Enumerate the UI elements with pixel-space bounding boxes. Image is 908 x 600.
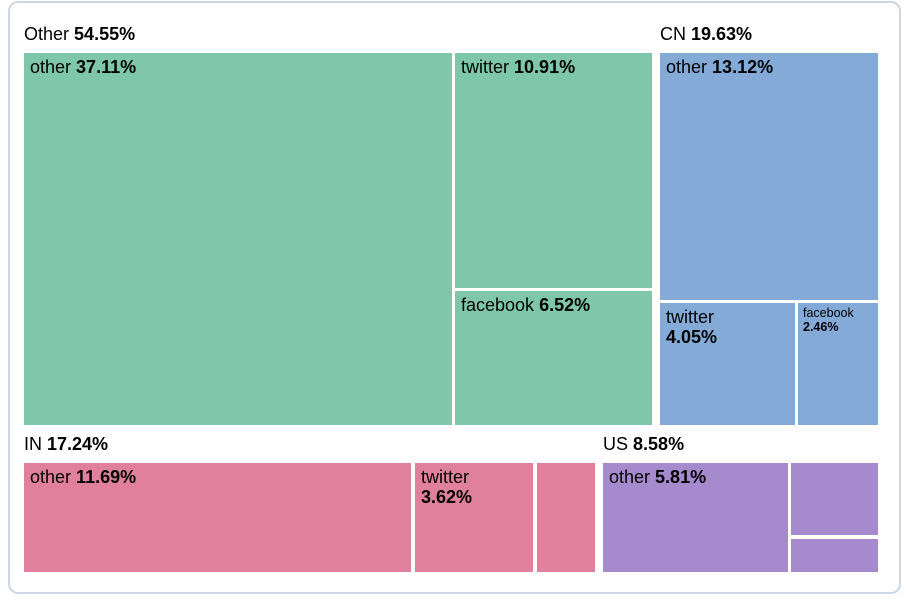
group-value: 19.63% — [691, 24, 753, 44]
group-value: 54.55% — [74, 24, 136, 44]
group-label-other: Other 54.55% — [24, 24, 136, 45]
block-label: other 5.81% — [609, 467, 707, 487]
block-label: other 37.11% — [30, 57, 137, 77]
treemap-block-us-unlabeled-bottom[interactable] — [791, 539, 878, 572]
treemap-block-in-twitter[interactable]: twitter 3.62% — [415, 463, 533, 572]
group-name: US — [603, 434, 629, 454]
block-label: facebook 6.52% — [461, 295, 591, 315]
treemap-block-cn-facebook[interactable]: facebook 2.46% — [798, 303, 878, 425]
treemap-block-us-other[interactable]: other 5.81% — [603, 463, 788, 572]
treemap-block-other-facebook[interactable]: facebook 6.52% — [455, 291, 652, 425]
group-label-cn: CN 19.63% — [660, 24, 753, 45]
group-value: 17.24% — [47, 434, 109, 454]
treemap-block-other-other[interactable]: other 37.11% — [24, 53, 452, 425]
treemap-block-us-unlabeled-top[interactable] — [791, 463, 878, 535]
group-name: Other — [24, 24, 70, 44]
block-label — [791, 539, 878, 547]
group-label-us: US 8.58% — [603, 434, 685, 455]
group-value: 8.58% — [633, 434, 685, 454]
group-name: IN — [24, 434, 42, 454]
block-label: other 13.12% — [666, 57, 774, 77]
block-label: other 11.69% — [30, 467, 137, 487]
group-name: CN — [660, 24, 686, 44]
block-label: facebook 2.46% — [803, 306, 854, 335]
group-label-in: IN 17.24% — [24, 434, 109, 455]
treemap-block-other-twitter[interactable]: twitter 10.91% — [455, 53, 652, 288]
block-label — [537, 463, 595, 471]
block-label: twitter 3.62% — [421, 467, 473, 508]
block-label: twitter 10.91% — [461, 57, 576, 77]
treemap-block-cn-twitter[interactable]: twitter 4.05% — [660, 303, 795, 425]
treemap-block-in-other[interactable]: other 11.69% — [24, 463, 411, 572]
treemap-block-in-unlabeled[interactable] — [537, 463, 595, 572]
block-label — [791, 463, 878, 471]
treemap-block-cn-other[interactable]: other 13.12% — [660, 53, 878, 300]
block-label: twitter 4.05% — [666, 307, 718, 348]
